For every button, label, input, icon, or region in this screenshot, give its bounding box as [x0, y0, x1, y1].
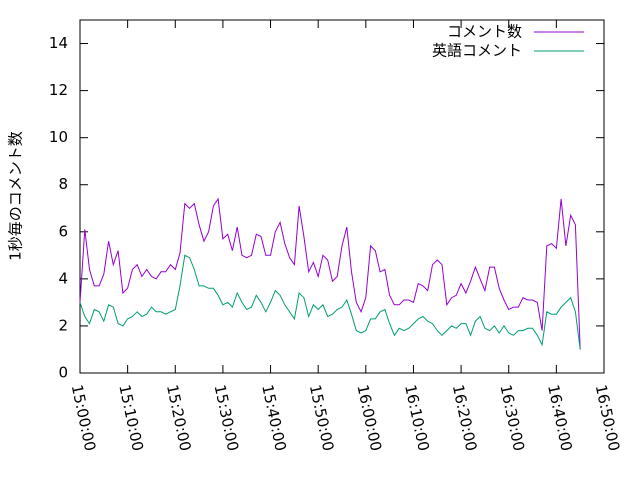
legend-label: 英語コメント	[432, 42, 522, 60]
x-tick-label: 15:50:00	[306, 383, 338, 453]
y-tick-label: 0	[58, 364, 68, 382]
y-tick-label: 12	[49, 81, 68, 99]
series-line	[79, 197, 581, 350]
y-tick-label: 8	[58, 175, 68, 193]
y-tick-label: 10	[49, 128, 68, 146]
x-tick-label: 16:10:00	[401, 383, 433, 453]
plot-border	[79, 19, 605, 374]
x-tick-label: 16:20:00	[449, 383, 481, 453]
x-tick-label: 15:00:00	[68, 383, 100, 453]
y-tick-label: 6	[58, 222, 68, 240]
x-tick-label: 16:00:00	[354, 383, 386, 453]
x-tick-label: 16:40:00	[544, 383, 576, 453]
x-tick-label: 15:40:00	[258, 383, 290, 453]
x-tick-label: 16:30:00	[496, 383, 528, 453]
legend-label: コメント数	[447, 23, 522, 41]
x-tick-label: 15:30:00	[211, 383, 243, 453]
series-line	[79, 254, 581, 350]
y-tick-label: 14	[49, 34, 68, 52]
x-tick-label: 15:20:00	[163, 383, 195, 453]
y-tick-label: 2	[58, 316, 68, 334]
y-tick-label: 4	[58, 269, 68, 287]
x-tick-label: 16:50:00	[592, 383, 624, 453]
x-tick-label: 15:10:00	[115, 383, 147, 453]
y-axis-label: 1秒毎のコメント数	[7, 131, 25, 261]
